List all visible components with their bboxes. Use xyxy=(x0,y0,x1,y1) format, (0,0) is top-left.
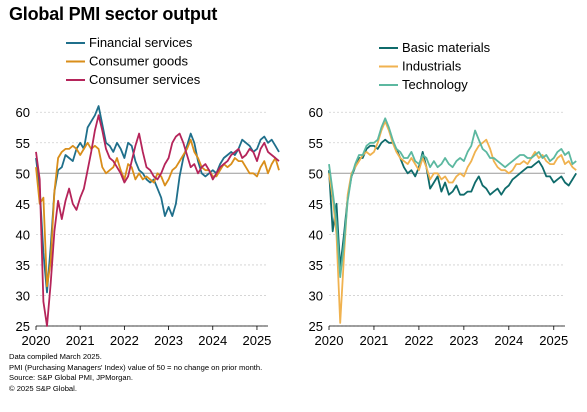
right-y-tick-label: 25 xyxy=(309,319,323,334)
right-x-tick-label: 2021 xyxy=(359,333,388,348)
left-y-tick-label: 30 xyxy=(16,288,30,303)
right-x-tick-label: 2020 xyxy=(315,333,344,348)
right-x-tick-label: 2023 xyxy=(449,333,478,348)
left-x-tick-label: 2022 xyxy=(110,333,139,348)
left-y-tick-label: 35 xyxy=(16,258,30,273)
right-y-tick-label: 35 xyxy=(309,258,323,273)
left-y-tick-label: 55 xyxy=(16,136,30,151)
right-y-tick-label: 55 xyxy=(309,136,323,151)
left-y-tick-label: 25 xyxy=(16,319,30,334)
right-x-tick-label: 2022 xyxy=(404,333,433,348)
left-y-tick-label: 45 xyxy=(16,197,30,212)
right-y-tick-label: 45 xyxy=(309,197,323,212)
left-y-tick-label: 60 xyxy=(16,105,30,120)
left-y-tick-label: 40 xyxy=(16,227,30,242)
left-x-tick-label: 2025 xyxy=(242,333,271,348)
right-y-tick-label: 60 xyxy=(309,105,323,120)
right-chart: 25 30 35 40 45 50 55 60 2020 2021 2022 2023 2024 2025… xyxy=(309,40,577,348)
right-y-tick-label: 50 xyxy=(309,166,323,181)
right-series-line-industrials xyxy=(328,120,577,324)
left-x-tick-label: 2024 xyxy=(198,333,227,348)
right-x-tick-label: 2025 xyxy=(539,333,568,348)
footnote-pmi-definition: PMI (Purchasing Managers' Index) value o… xyxy=(9,362,263,372)
footnote-data-compiled: Data compiled March 2025. xyxy=(9,352,102,361)
left-x-tick-label: 2021 xyxy=(66,333,95,348)
right-y-tick-label: 40 xyxy=(309,227,323,242)
legend-label-consumer-goods: Consumer goods xyxy=(89,54,188,69)
footnote-source: Source: S&P Global PMI, JPMorgan. xyxy=(9,373,133,383)
chart-title: Global PMI sector output xyxy=(9,4,218,24)
right-series-line-basic-materials xyxy=(328,138,577,269)
footnote-copyright: © 2025 S&P Global. xyxy=(9,383,77,393)
legend-label-financial-services: Financial services xyxy=(89,35,193,50)
left-series-line-consumer-goods xyxy=(35,138,280,288)
footnotes: Data compiled March 2025. PMI (Purchasin… xyxy=(9,352,262,394)
legend-label-consumer-services: Consumer services xyxy=(89,72,201,87)
left-series-line-consumer-services xyxy=(35,114,280,327)
left-y-tick-label: 50 xyxy=(16,166,30,181)
left-chart: 25 30 35 40 45 50 55 60 2020 2021 2022 2023 2024 2025… xyxy=(16,35,280,348)
right-series-line-technology xyxy=(328,117,577,279)
right-x-tick-label: 2024 xyxy=(494,333,523,348)
legend-label-basic-materials: Basic materials xyxy=(402,40,491,55)
legend-label-technology: Technology xyxy=(402,77,468,92)
left-x-tick-label: 2020 xyxy=(22,333,51,348)
right-y-tick-label: 30 xyxy=(309,288,323,303)
left-x-tick-label: 2023 xyxy=(154,333,183,348)
legend-label-industrials: Industrials xyxy=(402,59,462,74)
